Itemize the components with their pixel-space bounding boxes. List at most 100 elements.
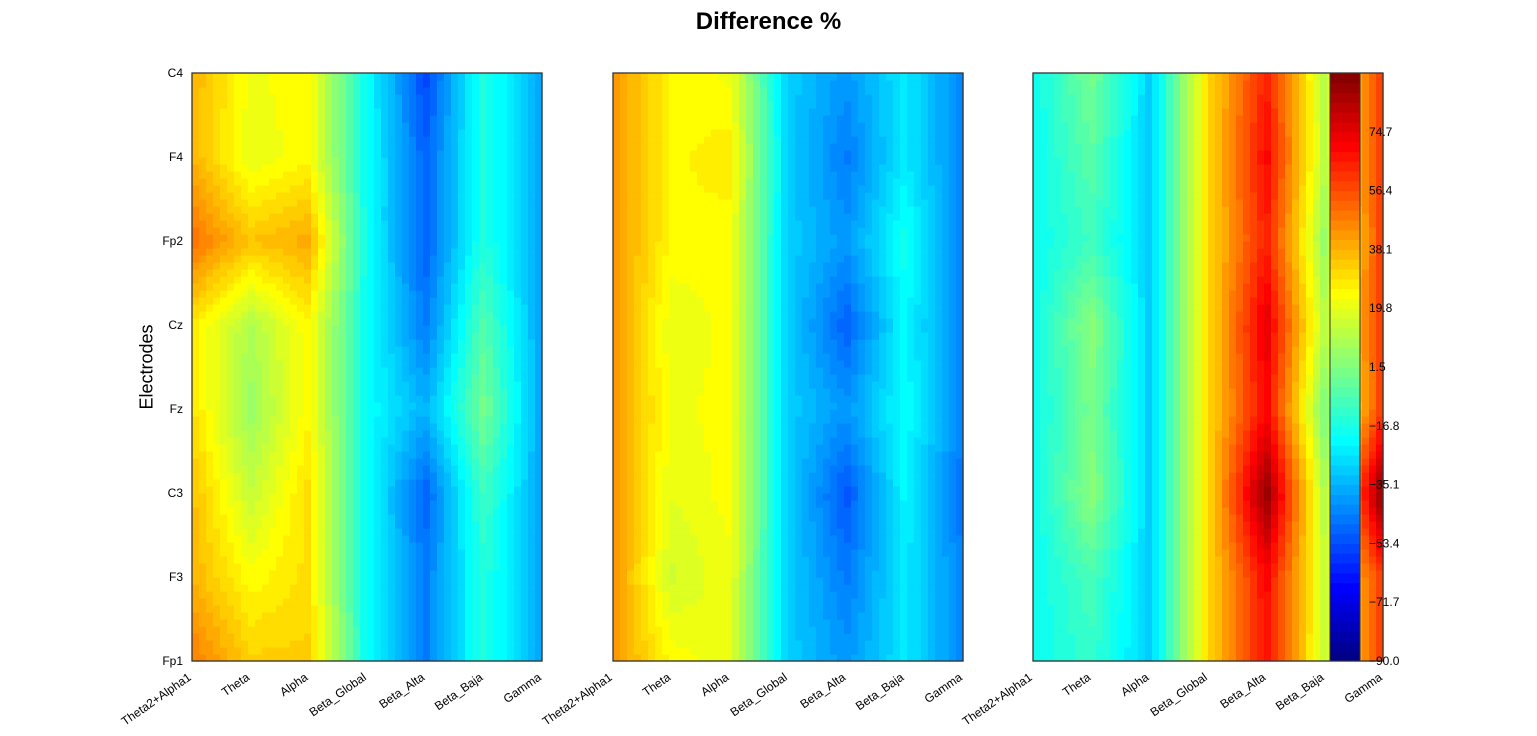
- heatmap-cell: [276, 325, 284, 333]
- heatmap-cell: [648, 640, 656, 648]
- heatmap-cell: [634, 486, 642, 494]
- heatmap-cell: [662, 332, 670, 340]
- heatmap-cell: [206, 241, 214, 249]
- heatmap-cell: [213, 150, 221, 158]
- heatmap-cell: [318, 577, 326, 585]
- heatmap-cell: [514, 507, 522, 515]
- heatmap-cell: [360, 192, 368, 200]
- heatmap-cell: [627, 164, 635, 172]
- heatmap-cell: [620, 220, 628, 228]
- heatmap-cell: [269, 290, 277, 298]
- heatmap-cell: [304, 507, 312, 515]
- heatmap-cell: [220, 598, 228, 606]
- heatmap-cell: [241, 451, 249, 459]
- heatmap-cell: [283, 500, 291, 508]
- heatmap-cell: [241, 311, 249, 319]
- heatmap-cell: [648, 479, 656, 487]
- heatmap-cell: [206, 297, 214, 305]
- heatmap-cell: [262, 241, 270, 249]
- heatmap-cell: [458, 115, 466, 123]
- heatmap-cell: [662, 164, 670, 172]
- heatmap-cell: [634, 122, 642, 130]
- heatmap-cell: [409, 311, 417, 319]
- heatmap-cell: [465, 528, 473, 536]
- heatmap-cell: [472, 563, 480, 571]
- heatmap-cell: [507, 521, 515, 529]
- heatmap-cell: [290, 598, 298, 606]
- heatmap-cell: [641, 591, 649, 599]
- heatmap-cell: [655, 318, 663, 326]
- heatmap-cell: [402, 654, 410, 662]
- heatmap-cell: [367, 591, 375, 599]
- heatmap-cell: [283, 507, 291, 515]
- heatmap-cell: [367, 129, 375, 137]
- heatmap-cell: [613, 360, 621, 368]
- heatmap-cell: [486, 234, 494, 242]
- heatmap-cell: [255, 514, 263, 522]
- heatmap-cell: [367, 409, 375, 417]
- heatmap-cell: [444, 577, 452, 585]
- heatmap-cell: [521, 227, 529, 235]
- heatmap-cell: [472, 570, 480, 578]
- heatmap-cell: [437, 87, 445, 95]
- heatmap-cell: [514, 143, 522, 151]
- heatmap-cell: [374, 192, 382, 200]
- heatmap-cell: [648, 164, 656, 172]
- heatmap-cell: [283, 283, 291, 291]
- heatmap-cell: [662, 143, 670, 151]
- heatmap-cell: [290, 556, 298, 564]
- heatmap-cell: [374, 528, 382, 536]
- heatmap-cell: [479, 402, 487, 410]
- heatmap-cell: [641, 409, 649, 417]
- heatmap-cell: [395, 164, 403, 172]
- heatmap-cell: [676, 479, 684, 487]
- heatmap-cell: [444, 444, 452, 452]
- heatmap-cell: [493, 353, 501, 361]
- heatmap-cell: [641, 318, 649, 326]
- heatmap-cell: [521, 388, 529, 396]
- heatmap-cell: [451, 178, 459, 186]
- heatmap-cell: [339, 108, 347, 116]
- heatmap-cell: [241, 514, 249, 522]
- heatmap-cell: [620, 598, 628, 606]
- heatmap-cell: [374, 423, 382, 431]
- heatmap-cell: [304, 332, 312, 340]
- heatmap-cell: [241, 556, 249, 564]
- heatmap-cell: [479, 458, 487, 466]
- heatmap-cell: [227, 612, 235, 620]
- heatmap-cell: [206, 143, 214, 151]
- heatmap-cell: [535, 248, 543, 256]
- heatmap-cell: [290, 122, 298, 130]
- heatmap-cell: [423, 178, 431, 186]
- heatmap-cell: [655, 220, 663, 228]
- heatmap-cell: [213, 325, 221, 333]
- heatmap-cell: [192, 101, 200, 109]
- heatmap-cell: [472, 577, 480, 585]
- heatmap-cell: [444, 493, 452, 501]
- heatmap-cell: [269, 164, 277, 172]
- heatmap-cell: [234, 528, 242, 536]
- heatmap-cell: [465, 598, 473, 606]
- heatmap-cell: [514, 178, 522, 186]
- heatmap-cell: [655, 626, 663, 634]
- heatmap-cell: [325, 269, 333, 277]
- heatmap-cell: [227, 115, 235, 123]
- heatmap-cell: [620, 451, 628, 459]
- heatmap-cell: [360, 514, 368, 522]
- heatmap-cell: [472, 290, 480, 298]
- heatmap-cell: [528, 500, 536, 508]
- heatmap-cell: [353, 227, 361, 235]
- heatmap-cell: [220, 430, 228, 438]
- heatmap-cell: [234, 381, 242, 389]
- heatmap-cell: [283, 171, 291, 179]
- heatmap-cell: [199, 507, 207, 515]
- heatmap-cell: [521, 136, 529, 144]
- heatmap-cell: [360, 220, 368, 228]
- heatmap-cell: [521, 458, 529, 466]
- heatmap-cell: [451, 416, 459, 424]
- heatmap-cell: [339, 395, 347, 403]
- heatmap-cell: [430, 164, 438, 172]
- heatmap-cell: [627, 514, 635, 522]
- heatmap-cell: [528, 332, 536, 340]
- heatmap-cell: [662, 584, 670, 592]
